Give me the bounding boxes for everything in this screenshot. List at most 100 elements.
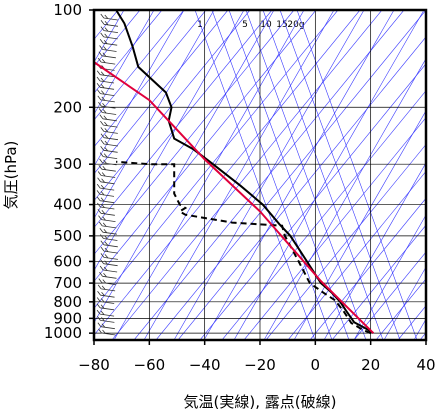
guide-line — [419, 332, 426, 340]
wind-barb — [99, 227, 117, 235]
wind-barb — [98, 328, 116, 336]
wind-barb — [99, 265, 118, 273]
parcel-line — [94, 61, 375, 334]
guide-line — [94, 10, 251, 202]
wind-barb — [99, 114, 117, 122]
mixing-ratio-label: 10 — [260, 20, 272, 30]
y-tick-label: 100 — [53, 1, 82, 19]
guide-line — [94, 10, 361, 336]
guide-line — [94, 10, 273, 229]
guide-line — [111, 10, 383, 340]
wind-barb — [100, 32, 118, 40]
wind-barb — [97, 171, 116, 178]
guide-line — [194, 10, 316, 340]
temperature-line — [115, 10, 374, 335]
x-tick-label: −60 — [134, 356, 166, 374]
guide-line — [94, 10, 163, 94]
wind-barb — [99, 272, 117, 279]
guide-line — [94, 10, 215, 220]
wind-barb — [100, 20, 119, 27]
wind-barb — [98, 278, 116, 285]
guide-line — [279, 10, 401, 340]
guide-line — [173, 10, 365, 340]
guide-line — [211, 10, 333, 340]
mixing-ratio-label: 5 — [242, 20, 248, 30]
wind-barb — [96, 190, 115, 197]
y-axis-title: 気圧(hPa) — [2, 141, 20, 210]
wind-barb — [97, 57, 116, 65]
guide-line — [94, 10, 229, 175]
wind-barb — [100, 139, 118, 147]
guide-line — [413, 318, 426, 340]
guide-line — [263, 58, 426, 340]
wind-barb — [100, 240, 118, 248]
wind-barb — [100, 13, 118, 21]
guide-line — [143, 10, 335, 340]
guide-line — [113, 10, 305, 340]
wind-barb — [98, 221, 117, 229]
guide-line — [203, 10, 395, 340]
wind-barb — [96, 196, 115, 204]
guide-line — [94, 10, 317, 282]
guide-line — [233, 10, 425, 340]
guide-line — [287, 170, 426, 340]
wind-barb — [97, 95, 115, 103]
wind-barb — [97, 209, 115, 216]
wind-barb — [96, 303, 115, 311]
guide-line — [375, 278, 426, 340]
wind-barb — [100, 133, 119, 141]
guide-line — [296, 10, 418, 340]
guide-line — [309, 197, 426, 340]
y-tick-label: 500 — [53, 227, 82, 245]
y-tick-label: 700 — [53, 274, 82, 292]
wind-barb — [100, 234, 118, 241]
wind-barb — [96, 297, 115, 304]
wind-barb — [97, 177, 115, 185]
guide-line — [243, 117, 426, 340]
x-axis-ticks: −80 −60 −40 −20 0 20 40 — [78, 340, 435, 374]
y-tick-label: 1000 — [44, 324, 82, 342]
guide-line — [353, 251, 426, 340]
guide-line — [228, 10, 350, 340]
data-series — [94, 10, 375, 335]
mixing-ratio-label: 1 — [197, 20, 203, 30]
y-tick-label: 600 — [53, 252, 82, 270]
wind-barb — [99, 38, 118, 46]
x-tick-label: −20 — [244, 356, 276, 374]
wind-barb — [96, 83, 115, 90]
wind-barb — [97, 284, 116, 292]
x-axis-title: 気温(実線), 露点(破線) — [184, 393, 337, 411]
wind-barb — [100, 146, 118, 153]
wind-barb — [98, 51, 116, 59]
guide-line — [94, 10, 275, 324]
guide-line — [331, 224, 426, 340]
wind-barb — [97, 89, 115, 96]
wind-barb — [97, 290, 115, 298]
wind-barb — [96, 70, 115, 78]
guide-line — [155, 10, 426, 340]
x-tick-label: 20 — [361, 356, 380, 374]
y-tick-label: 800 — [53, 293, 82, 311]
guide-line — [262, 10, 384, 340]
wind-barb — [97, 322, 115, 330]
dewpoint-line — [116, 160, 372, 335]
background-lines — [94, 10, 426, 340]
wind-barb — [99, 158, 117, 166]
wind-barb — [100, 127, 118, 134]
wind-barb — [97, 202, 115, 210]
mixing-ratio-label: 20g — [287, 20, 304, 30]
y-tick-label: 300 — [53, 155, 82, 173]
x-tick-label: −40 — [189, 356, 221, 374]
guide-line — [94, 10, 185, 121]
wind-barb — [100, 246, 119, 254]
wind-barb — [97, 316, 115, 323]
wind-barb — [100, 120, 118, 128]
guide-line — [353, 214, 426, 340]
wind-barb — [98, 101, 116, 109]
y-tick-label: 200 — [53, 98, 82, 116]
guide-line — [94, 10, 155, 115]
guide-line — [94, 10, 185, 167]
guide-line — [94, 10, 207, 148]
